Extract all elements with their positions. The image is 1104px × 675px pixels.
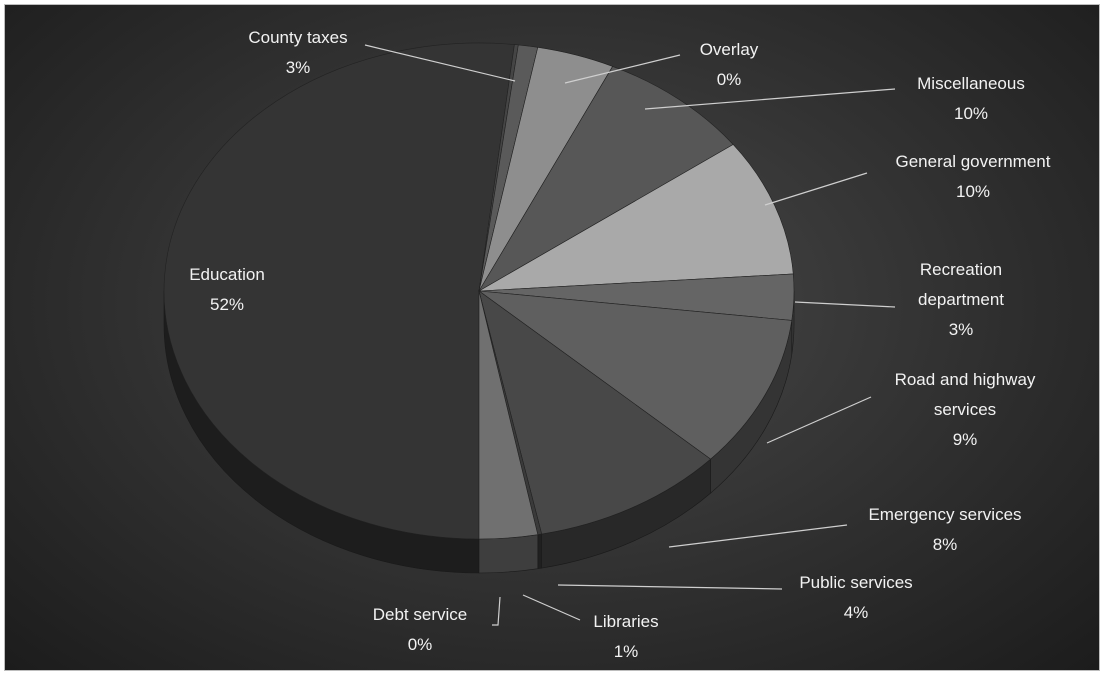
pct-label-public-services: 4% [844, 603, 869, 622]
pct-label-debt-service: 0% [408, 635, 433, 654]
slice-general-government [477, 290, 793, 460]
pct-label-general-government: 10% [956, 182, 990, 201]
pie-top-faces [163, 42, 795, 540]
label-public-services: Public services [799, 573, 912, 592]
pct-label-recreation-department: 3% [949, 320, 974, 339]
label-miscellaneous: Miscellaneous [917, 74, 1025, 93]
leader-line-county-taxes [364, 44, 516, 82]
label-debt-service: Debt service [373, 605, 467, 624]
pct-label-overlay: 0% [717, 70, 742, 89]
label-general-government: General government [896, 152, 1051, 171]
label-education: Education [189, 265, 265, 284]
pct-label-road-and-highway-services: 9% [953, 430, 978, 449]
slice-education [163, 42, 515, 540]
pct-label-county-taxes: 3% [286, 58, 311, 77]
leader-line-libraries [522, 594, 581, 621]
side-county-taxes [478, 534, 539, 574]
leader-line-emergency-services [668, 524, 848, 548]
pie-chart: Education 52% Debt service 0% Libraries 1% Pub… [163, 28, 1051, 661]
slice-emergency-services [478, 66, 734, 292]
label-recreation-department-line2: department [918, 290, 1004, 309]
pct-label-miscellaneous: 10% [954, 104, 988, 123]
leader-line-public-services [557, 584, 783, 590]
leader-line-road-and-highway-services [766, 396, 872, 444]
chart-frame: Education 52% Debt service 0% Libraries 1% Pub… [4, 4, 1100, 671]
leader-line-miscellaneous [644, 88, 896, 110]
label-county-taxes: County taxes [248, 28, 347, 47]
pct-label-libraries: 1% [614, 642, 639, 661]
pct-label-emergency-services: 8% [933, 535, 958, 554]
label-libraries: Libraries [593, 612, 658, 631]
pct-label-education: 52% [210, 295, 244, 314]
slice-county-taxes [478, 290, 539, 540]
side-overlay [537, 533, 542, 569]
label-emergency-services: Emergency services [868, 505, 1021, 524]
label-road-and-highway-services-line1: Road and highway [895, 370, 1036, 389]
leader-line-general-government [764, 172, 868, 206]
leader-line-overlay [564, 54, 681, 84]
slice-road-and-highway-services [478, 144, 794, 292]
leader-line-recreation-department [794, 301, 896, 308]
slice-miscellaneous [478, 290, 712, 535]
data-labels: Education 52% Debt service 0% Libraries 1% Pub… [189, 28, 1051, 661]
label-overlay: Overlay [700, 40, 759, 59]
label-road-and-highway-services-line2: services [934, 400, 996, 419]
pie-side-walls [163, 290, 795, 574]
label-recreation-department-line1: Recreation [920, 260, 1002, 279]
leader-line-debt-service [492, 596, 501, 626]
